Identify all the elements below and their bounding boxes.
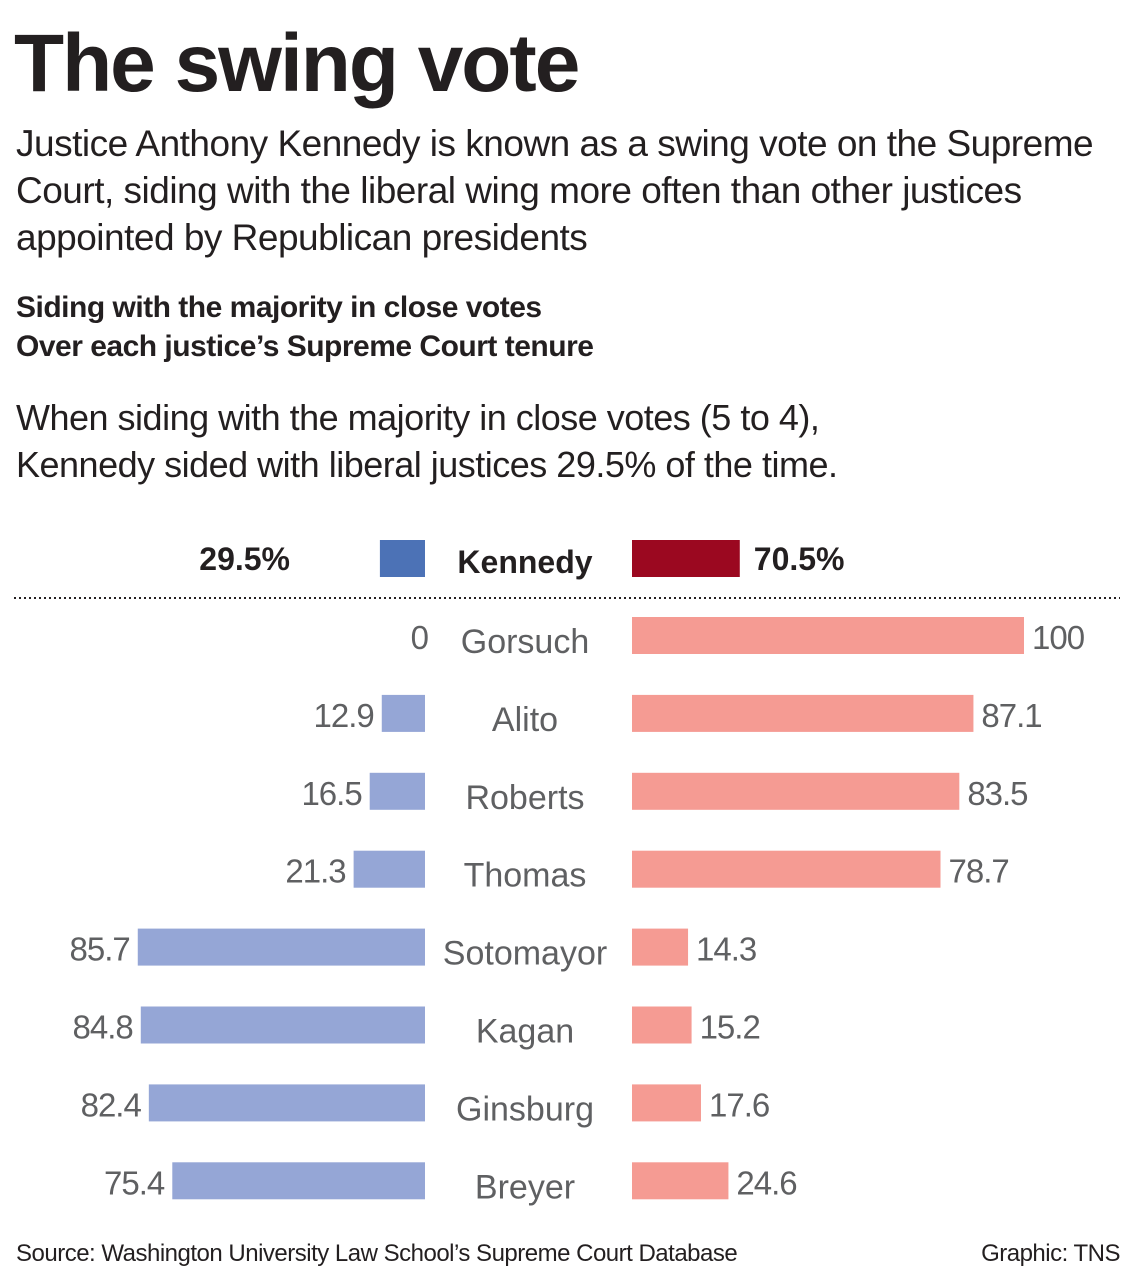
justice-row: 85.7 Sotomayor 14.3 <box>70 928 757 973</box>
conservative-bar <box>632 1006 692 1044</box>
intro-text: Justice Anthony Kennedy is known as a sw… <box>16 123 1094 258</box>
liberal-bar <box>148 1084 425 1122</box>
kennedy-row: 29.5% Kennedy 70.5% <box>199 540 845 580</box>
justice-name-label: Alito <box>492 701 558 739</box>
subtitle-line-2: Over each justice’s Supreme Court tenure <box>16 330 594 363</box>
justice-name-label: Gorsuch <box>461 623 590 661</box>
subtitle-line-1: Siding with the majority in close votes <box>16 291 542 324</box>
liberal-value-label: 82.4 <box>81 1086 142 1123</box>
liberal-bar <box>140 1006 426 1044</box>
liberal-value-label: 12.9 <box>314 697 374 734</box>
conservative-bar <box>632 617 1024 654</box>
graphic-credit: Graphic: TNS <box>981 1240 1120 1267</box>
justice-row: 0 Gorsuch 100 <box>411 617 1086 661</box>
chart-title: The swing vote <box>14 18 580 109</box>
conservative-value-label: 83.5 <box>967 775 1027 812</box>
liberal-value-label: 16.5 <box>301 775 361 812</box>
kennedy-liberal-bar <box>379 540 425 577</box>
liberal-value-label: 75.4 <box>104 1164 165 1201</box>
conservative-value-label: 17.6 <box>709 1086 769 1123</box>
conservative-bar <box>632 850 941 888</box>
conservative-value-label: 15.2 <box>700 1009 760 1046</box>
conservative-value-label: 14.3 <box>696 931 756 968</box>
note-line-1: When siding with the majority in close v… <box>16 397 820 438</box>
kennedy-name-label: Kennedy <box>457 544 592 580</box>
justice-rows: 0 Gorsuch 100 12.9 Alito 87.1 16.5 Roberts 83.5 2… <box>70 617 1086 1206</box>
liberal-bar <box>137 928 425 966</box>
conservative-value-label: 24.6 <box>736 1164 796 1201</box>
diverging-bar-chart: 29.5% Kennedy 70.5% 0 Gorsuch 100 12.9 Alito 87… <box>14 540 1120 1206</box>
justice-row: 84.8 Kagan 15.2 <box>73 1006 761 1051</box>
liberal-value-label: 85.7 <box>70 931 130 968</box>
justice-name-label: Thomas <box>464 857 587 895</box>
conservative-value-label: 87.1 <box>981 697 1041 734</box>
source-note: Source: Washington University Law School… <box>16 1240 738 1267</box>
liberal-value-label: 21.3 <box>285 853 345 890</box>
note-line-2: Kennedy sided with liberal justices 29.5… <box>16 444 838 485</box>
justice-row: 75.4 Breyer 24.6 <box>104 1162 798 1206</box>
kennedy-conservative-label: 70.5% <box>754 541 845 577</box>
liberal-value-label: 84.8 <box>73 1009 133 1046</box>
kennedy-conservative-bar <box>632 540 740 577</box>
liberal-bar <box>353 850 425 888</box>
conservative-value-label: 78.7 <box>949 853 1009 890</box>
justice-name-label: Breyer <box>475 1168 575 1206</box>
liberal-value-label: 0 <box>411 619 429 656</box>
conservative-bar <box>632 928 689 966</box>
justice-row: 12.9 Alito 87.1 <box>314 694 1043 739</box>
liberal-bar <box>369 772 425 810</box>
justice-row: 82.4 Ginsburg 17.6 <box>81 1084 770 1128</box>
conservative-bar <box>632 1084 701 1122</box>
chart-note: When siding with the majority in close v… <box>16 394 838 488</box>
justice-row: 16.5 Roberts 83.5 <box>301 772 1029 817</box>
justice-name-label: Sotomayor <box>443 935 607 973</box>
kennedy-liberal-label: 29.5% <box>199 541 290 577</box>
justice-name-label: Kagan <box>476 1013 574 1051</box>
justice-row: 21.3 Thomas 78.7 <box>285 850 1010 895</box>
justice-name-label: Roberts <box>465 779 584 817</box>
liberal-bar <box>381 694 425 732</box>
conservative-bar <box>632 772 960 810</box>
conservative-value-label: 100 <box>1032 619 1085 656</box>
conservative-bar <box>632 694 974 732</box>
chart-subtitle: Siding with the majority in close votes … <box>16 288 594 366</box>
liberal-bar <box>172 1162 425 1200</box>
justice-name-label: Ginsburg <box>456 1090 594 1128</box>
conservative-bar <box>632 1162 729 1200</box>
